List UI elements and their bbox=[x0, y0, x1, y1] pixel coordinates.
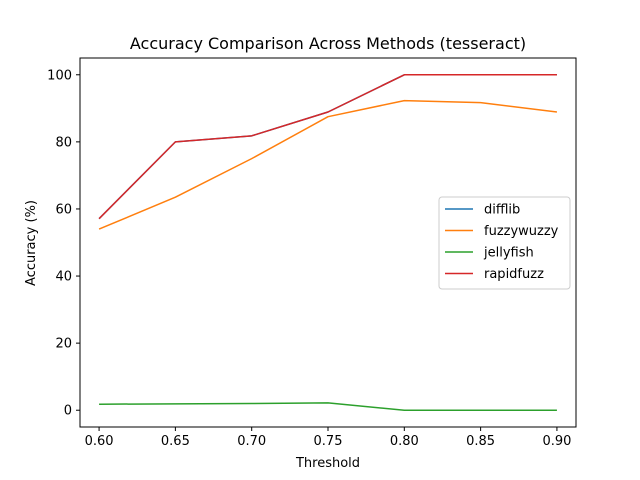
y-tick-label: 80 bbox=[55, 135, 72, 150]
x-axis-ticks: 0.60 0.65 0.70 0.75 0.80 0.85 0.90 bbox=[85, 427, 571, 449]
y-tick-label: 100 bbox=[47, 68, 72, 83]
y-tick-label: 40 bbox=[55, 270, 72, 285]
x-tick-label: 0.65 bbox=[161, 434, 190, 449]
x-tick-label: 0.80 bbox=[390, 434, 419, 449]
y-tick-label: 20 bbox=[55, 337, 72, 352]
series-line-rapidfuzz bbox=[98, 74, 557, 220]
x-tick-label: 0.85 bbox=[466, 434, 495, 449]
x-tick-label: 0.75 bbox=[314, 434, 343, 449]
chart-title: Accuracy Comparison Across Methods (tess… bbox=[130, 34, 526, 53]
y-axis-label: Accuracy (%) bbox=[24, 200, 39, 286]
plot-area: 0.60 0.65 0.70 0.75 0.80 0.85 0.90 0 20 40 60 80 10… bbox=[47, 57, 577, 449]
legend-box bbox=[438, 196, 571, 290]
series-lines bbox=[98, 74, 558, 411]
legend-label-fuzzywuzzy: fuzzywuzzy bbox=[484, 224, 559, 239]
x-tick-label: 0.60 bbox=[85, 434, 114, 449]
x-tick-label: 0.70 bbox=[237, 434, 266, 449]
y-tick-label: 60 bbox=[55, 202, 72, 217]
x-tick-label: 0.90 bbox=[542, 434, 571, 449]
legend: difflib fuzzywuzzy jellyfish rapidfuzz bbox=[438, 196, 571, 290]
y-axis-ticks: 0 20 40 60 80 100 bbox=[47, 68, 80, 419]
series-line-fuzzywuzzy bbox=[98, 99, 558, 230]
y-tick-label: 0 bbox=[64, 404, 72, 419]
x-axis-label: Threshold bbox=[295, 456, 360, 471]
legend-label-difflib: difflib bbox=[484, 203, 520, 218]
legend-label-rapidfuzz: rapidfuzz bbox=[484, 267, 544, 282]
legend-label-jellyfish: jellyfish bbox=[483, 246, 534, 261]
series-line-jellyfish bbox=[99, 402, 557, 411]
